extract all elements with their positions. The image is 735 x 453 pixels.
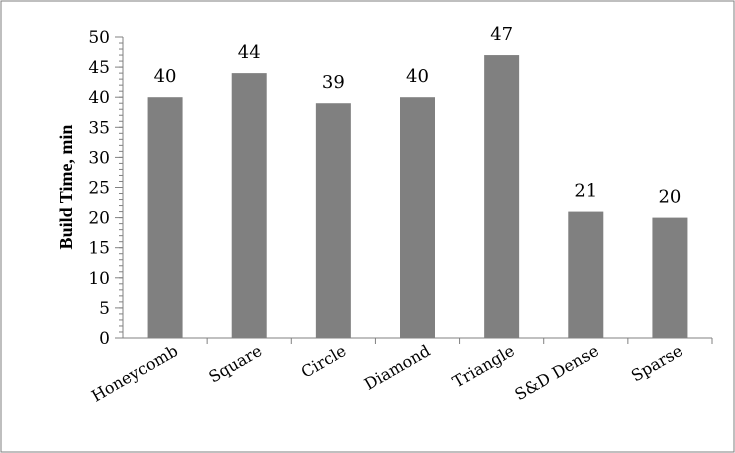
bar [400, 97, 435, 338]
y-tick-label: 25 [88, 179, 110, 199]
y-tick-label: 5 [99, 299, 110, 319]
data-label: 44 [238, 42, 261, 63]
y-tick-label: 15 [88, 239, 110, 259]
y-tick-label: 45 [88, 58, 110, 78]
bar [652, 217, 688, 338]
y-tick-label: 40 [88, 88, 110, 108]
y-tick-label: 50 [88, 28, 110, 48]
y-axis: 0 5 10 15 20 25 30 35 40 45 50 [88, 28, 124, 349]
y-axis-title: Build Time, min [56, 125, 76, 250]
y-tick-label: 10 [88, 269, 110, 289]
y-tick-label: 20 [88, 209, 110, 229]
bar [231, 73, 267, 339]
bar [484, 55, 520, 339]
data-label: 40 [154, 66, 177, 87]
data-label: 40 [406, 66, 429, 87]
data-label: 39 [322, 72, 345, 93]
bar [568, 211, 604, 338]
bar [315, 103, 351, 338]
data-label: 21 [574, 181, 597, 202]
y-tick-label: 0 [99, 329, 110, 349]
bar [147, 97, 183, 338]
bars: 40 44 39 40 47 21 20 [147, 24, 688, 339]
data-label: 47 [490, 24, 513, 45]
y-tick-label: 30 [88, 148, 110, 168]
y-tick-label: 35 [88, 118, 110, 138]
data-label: 20 [658, 187, 681, 208]
